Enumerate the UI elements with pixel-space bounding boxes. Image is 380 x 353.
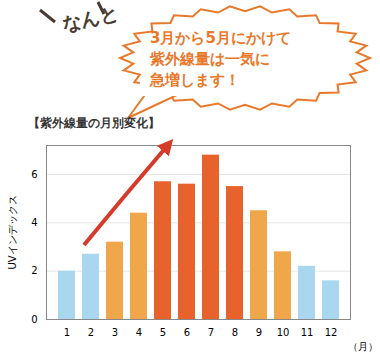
svg-text:5: 5	[160, 327, 166, 338]
svg-text:12: 12	[325, 327, 338, 338]
html-text:なんと: なんと	[60, 1, 121, 35]
svg-text:2: 2	[88, 327, 94, 338]
svg-text:3: 3	[112, 327, 118, 338]
svg-text:0: 0	[31, 314, 37, 325]
svg-text:UVインデックス: UVインデックス	[7, 195, 18, 269]
svg-text:4: 4	[136, 327, 142, 338]
svg-text:4: 4	[31, 217, 37, 228]
html-text:3月から5月にかけて 紫外線量は一気に 急増します！: 3月から5月にかけて 紫外線量は一気に 急増します！	[150, 29, 291, 89]
svg-text:11: 11	[301, 327, 314, 338]
svg-text:7: 7	[208, 327, 214, 338]
svg-text:9: 9	[256, 327, 262, 338]
svg-text:2: 2	[31, 265, 37, 276]
svg-text:10: 10	[277, 327, 290, 338]
svg-text:8: 8	[232, 327, 238, 338]
svg-text:（月）: （月）	[348, 341, 378, 352]
svg-text:6: 6	[31, 169, 37, 180]
svg-text:6: 6	[184, 327, 190, 338]
svg-text:1: 1	[64, 327, 70, 338]
html-text:【紫外線量の月別変化】: 【紫外線量の月別変化】	[28, 116, 160, 130]
